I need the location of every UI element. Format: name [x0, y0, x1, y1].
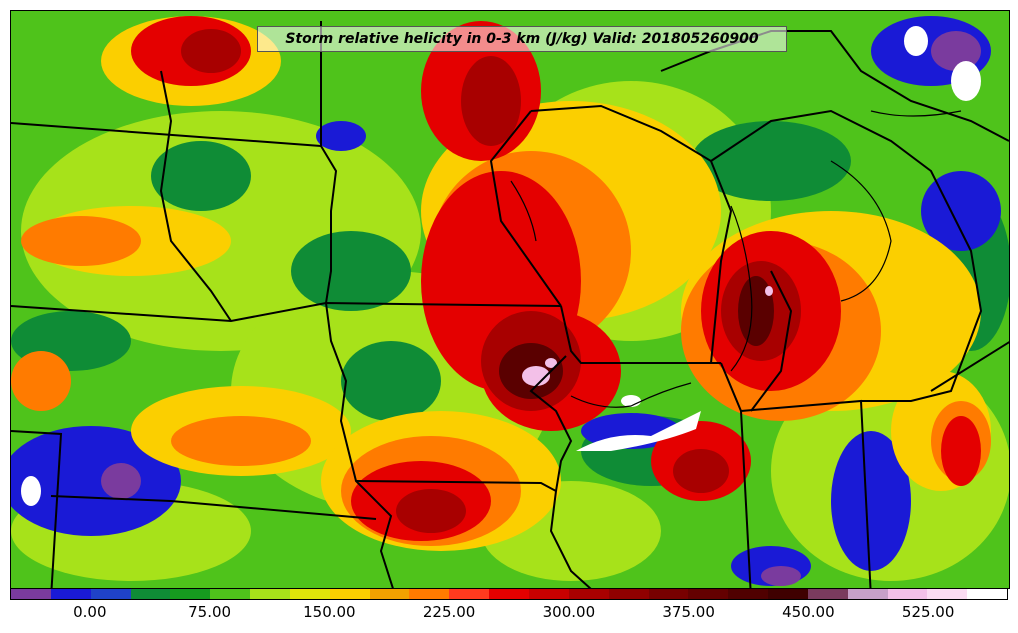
colorbar-tick-label: 225.00 — [422, 603, 476, 621]
colorbar-segment — [967, 589, 1008, 599]
colorbar-segment — [728, 589, 769, 599]
colorbar-segment — [489, 589, 529, 599]
colorbar-tick-label: 525.00 — [901, 603, 955, 621]
colorbar-segment — [250, 589, 290, 599]
colorbar-segment — [170, 589, 211, 599]
helicity-map — [11, 11, 1009, 588]
colorbar-segment — [768, 589, 808, 599]
colorbar-tick-label: 150.00 — [303, 603, 356, 621]
colorbar-segment — [90, 589, 131, 599]
colorbar-segment — [210, 589, 251, 599]
colorbar-segment — [130, 589, 171, 599]
contour-purple — [101, 31, 981, 586]
colorbar-tick-label: 0.00 — [73, 603, 107, 621]
colorbar-segment — [369, 589, 410, 599]
colorbar-segment — [50, 589, 91, 599]
colorbar-segment — [409, 589, 450, 599]
colorbar-segment — [11, 589, 51, 599]
colorbar-tick-label: 375.00 — [662, 603, 715, 621]
colorbar-segment — [608, 589, 649, 599]
colorbar — [10, 588, 1008, 600]
colorbar-segment — [847, 589, 888, 599]
colorbar-tick-label: 450.00 — [782, 603, 835, 621]
colorbar-segment — [289, 589, 330, 599]
map-title-box: Storm relative helicity in 0-3 km (J/kg)… — [257, 26, 787, 52]
colorbar-segment — [887, 589, 928, 599]
map-panel: Storm relative helicity in 0-3 km (J/kg)… — [10, 10, 1010, 589]
colorbar-segment — [807, 589, 848, 599]
contour-extreme — [522, 286, 773, 386]
contour-low — [11, 16, 1001, 586]
colorbar-segment — [449, 589, 490, 599]
colorbar-segment — [648, 589, 689, 599]
colorbar-segment — [568, 589, 609, 599]
colorbar-tick-labels: 0.00 75.00 150.00 225.00 300.00 375.00 450.00 5… — [10, 603, 1008, 625]
coastlines — [510, 110, 962, 408]
colorbar-segment — [688, 589, 729, 599]
colorbar-segment — [528, 589, 569, 599]
colorbar-segment — [927, 589, 968, 599]
colorbar-segment — [329, 589, 370, 599]
colorbar-tick-label: 75.00 — [188, 603, 232, 621]
colorbar-tick-label: 300.00 — [542, 603, 596, 621]
map-title: Storm relative helicity in 0-3 km (J/kg)… — [285, 31, 759, 47]
